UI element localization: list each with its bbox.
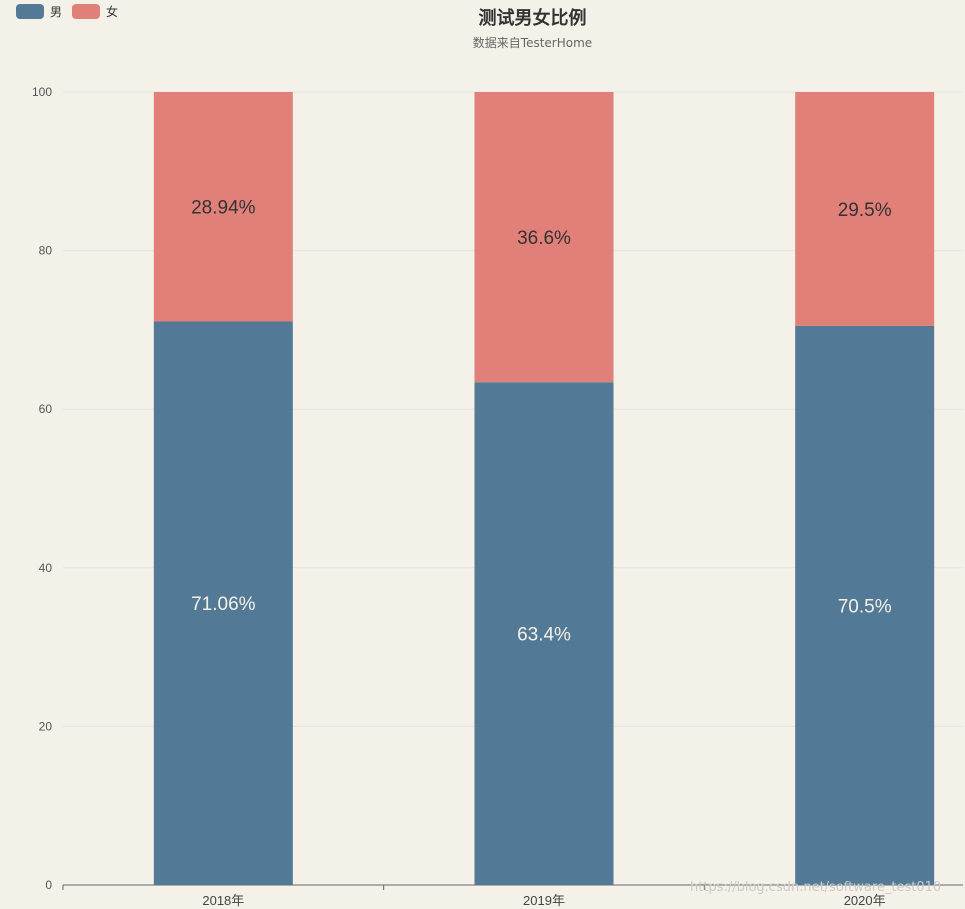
x-tick-label: 2018年 <box>202 893 244 908</box>
bar-female <box>474 92 614 383</box>
legend-swatch-male <box>16 4 44 19</box>
y-tick-label: 0 <box>45 878 52 892</box>
legend-label-male: 男 <box>50 5 63 19</box>
legend-swatch-female <box>72 4 101 19</box>
y-tick-label: 80 <box>39 244 53 258</box>
bar-female <box>795 92 935 326</box>
data-label: 63.4% <box>517 625 571 646</box>
bar-male <box>153 321 293 885</box>
y-tick-label: 40 <box>39 561 53 575</box>
bar-male <box>474 382 614 885</box>
y-tick-label: 100 <box>32 85 52 99</box>
x-tick-label: 2020年 <box>844 893 886 908</box>
y-tick-label: 20 <box>39 719 53 733</box>
data-label: 70.5% <box>838 596 892 617</box>
x-tick-label: 2019年 <box>523 893 565 908</box>
chart-subtitle: 数据来自TesterHome <box>472 36 593 50</box>
chart-title: 测试男女比例 <box>478 8 587 29</box>
bar-male <box>795 325 935 885</box>
data-label: 71.06% <box>191 594 256 615</box>
legend-item-male[interactable]: 男 <box>16 3 62 20</box>
data-label: 36.6% <box>517 228 571 249</box>
bar-female <box>153 92 293 322</box>
y-tick-label: 60 <box>39 402 53 416</box>
legend-item-female[interactable]: 女 <box>72 3 118 20</box>
legend[interactable]: 男 女 <box>16 3 118 20</box>
legend-label-female: 女 <box>106 5 119 19</box>
data-label: 29.5% <box>838 200 892 221</box>
watermark: https://blog.csdn.net/software_test010 <box>690 880 942 895</box>
data-label: 28.94% <box>191 198 256 219</box>
